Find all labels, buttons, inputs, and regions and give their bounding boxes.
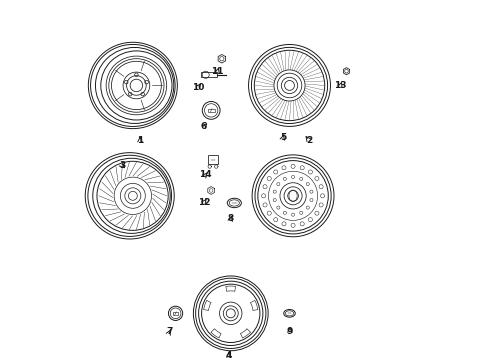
Text: 8: 8 <box>228 215 234 224</box>
Text: 10: 10 <box>192 83 204 92</box>
Text: 2: 2 <box>306 136 312 145</box>
Text: 7: 7 <box>166 327 172 336</box>
Text: 3: 3 <box>119 161 125 170</box>
Text: 6: 6 <box>201 122 207 131</box>
Text: 1: 1 <box>137 136 143 145</box>
Text: 9: 9 <box>287 327 293 336</box>
Text: 4: 4 <box>226 351 232 360</box>
Text: 12: 12 <box>198 198 210 207</box>
Text: 13: 13 <box>334 81 346 90</box>
Text: 14: 14 <box>199 170 212 179</box>
Bar <box>208 156 218 164</box>
Bar <box>201 72 217 77</box>
Text: 5: 5 <box>280 132 286 141</box>
Bar <box>172 312 178 315</box>
Bar <box>208 109 215 112</box>
Text: 11: 11 <box>211 67 224 76</box>
